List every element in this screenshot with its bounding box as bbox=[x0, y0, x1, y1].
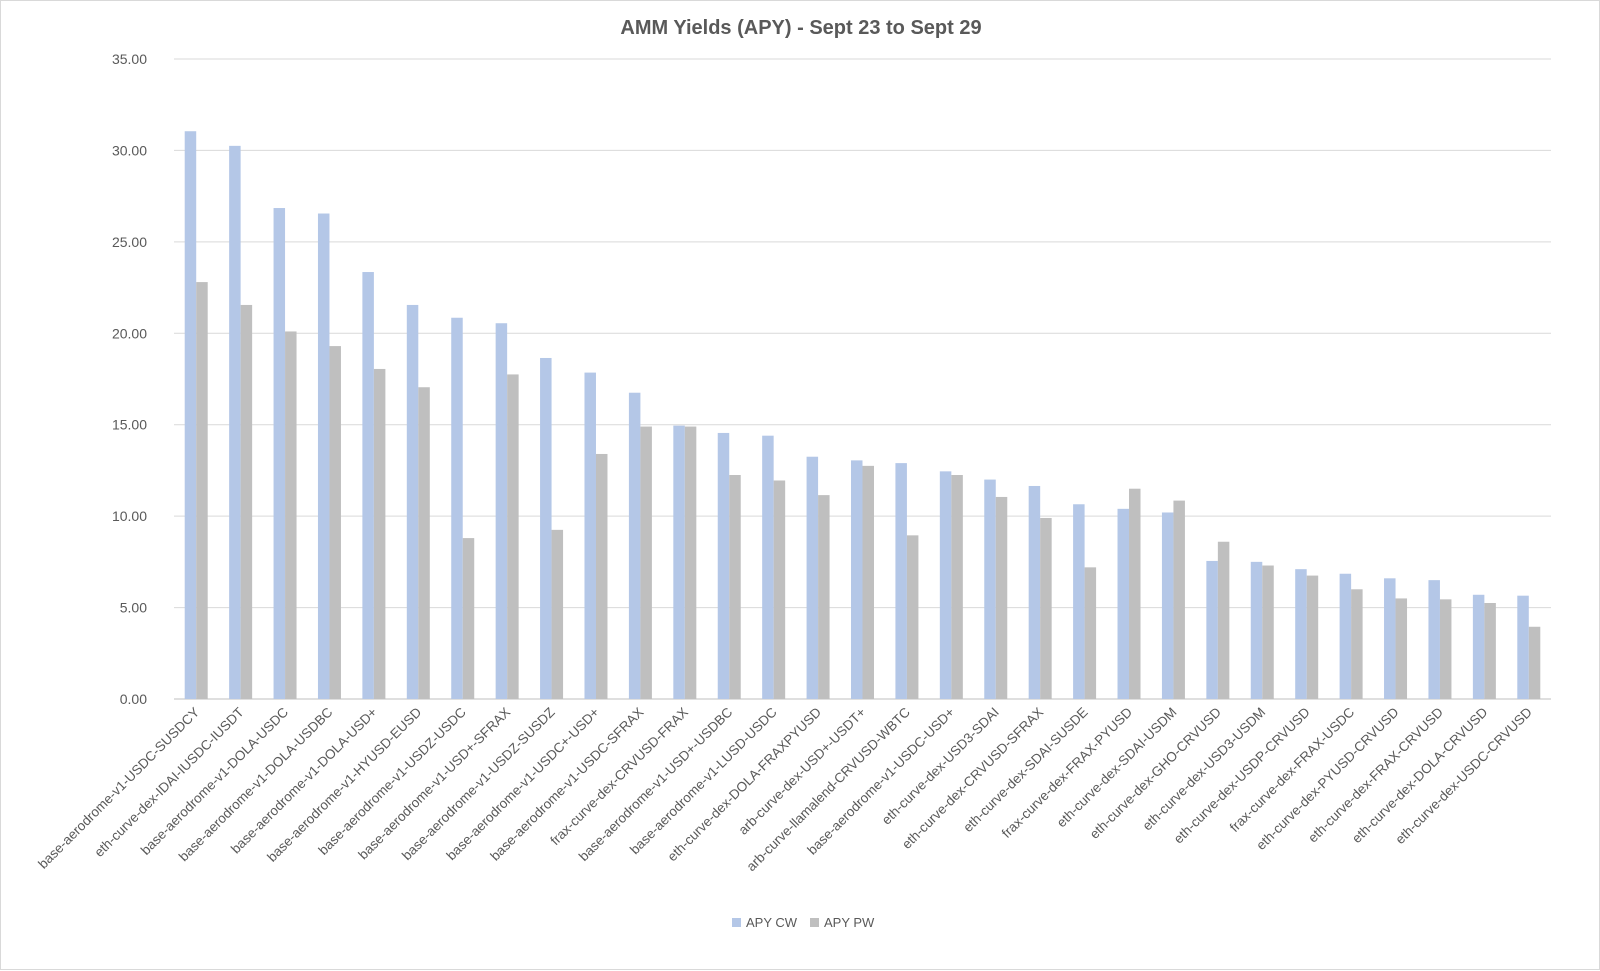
bar-apy-pw bbox=[818, 495, 830, 699]
bar-apy-pw bbox=[1484, 603, 1496, 699]
bar-apy-pw bbox=[551, 529, 564, 699]
bar-apy-pw bbox=[1351, 589, 1363, 699]
y-tick-label: 10.00 bbox=[112, 508, 147, 524]
bar-apy-pw bbox=[462, 538, 475, 699]
y-tick-label: 25.00 bbox=[112, 234, 147, 250]
bar-apy-pw bbox=[329, 346, 341, 699]
bar-apy-pw bbox=[1040, 517, 1052, 699]
bar-apy-pw bbox=[1173, 500, 1185, 699]
bar-apy-cw bbox=[584, 372, 596, 699]
bar-apy-cw bbox=[540, 357, 552, 699]
bar-apy-cw bbox=[984, 479, 996, 699]
bar-apy-pw bbox=[1439, 599, 1452, 699]
bar-apy-pw bbox=[640, 426, 652, 699]
bar-apy-cw bbox=[628, 392, 641, 699]
bar-apy-cw bbox=[673, 425, 685, 699]
bar-apy-pw bbox=[595, 453, 608, 699]
y-tick-label: 0.00 bbox=[120, 691, 147, 707]
bar-apy-pw bbox=[684, 426, 697, 699]
bar-apy-pw bbox=[373, 368, 386, 699]
x-tick-label: base-aerodrome-v1-USDC-SUSDCY bbox=[35, 705, 202, 872]
legend-label: APY PW bbox=[824, 915, 875, 930]
bar-apy-cw bbox=[273, 208, 286, 699]
bar-apy-pw bbox=[1395, 598, 1408, 699]
bar-apy-pw bbox=[1217, 541, 1230, 699]
y-axis-ticks: 0.00 5.00 10.00 15.00 20.00 25.00 30.00 35.00 bbox=[112, 51, 147, 707]
bar-apy-cw bbox=[1384, 578, 1396, 699]
bar-apy-pw bbox=[240, 304, 253, 699]
y-tick-label: 35.00 bbox=[112, 51, 147, 67]
bar-apy-cw bbox=[1295, 569, 1307, 699]
bar-apy-pw bbox=[729, 475, 741, 699]
bar-apy-pw bbox=[1262, 565, 1274, 699]
bar-apy-cw bbox=[1073, 504, 1085, 699]
bar-apy-cw bbox=[406, 304, 419, 699]
bar-apy-cw bbox=[762, 435, 774, 699]
legend-swatch bbox=[810, 918, 819, 927]
bar-apy-pw bbox=[196, 282, 208, 699]
y-tick-label: 30.00 bbox=[112, 142, 147, 158]
bar-apy-cw bbox=[939, 471, 952, 699]
bar-apy-pw bbox=[1129, 488, 1141, 699]
bar-apy-pw bbox=[285, 331, 297, 699]
bar-apy-cw bbox=[451, 317, 463, 699]
y-tick-label: 15.00 bbox=[112, 417, 147, 433]
legend-swatch bbox=[732, 918, 741, 927]
bar-apy-cw bbox=[1472, 594, 1485, 699]
bar-apy-cw bbox=[1161, 512, 1174, 699]
bar-apy-pw bbox=[1084, 567, 1097, 699]
chart-title: AMM Yields (APY) - Sept 23 to Sept 29 bbox=[620, 17, 981, 39]
bar-apy-cw bbox=[806, 456, 819, 699]
legend: APY CW APY PW bbox=[732, 915, 875, 930]
bar-apy-pw bbox=[1528, 626, 1541, 699]
bar-apy-pw bbox=[773, 480, 786, 699]
y-tick-label: 20.00 bbox=[112, 325, 147, 341]
bar-apy-cw bbox=[851, 460, 863, 699]
bars bbox=[184, 131, 1541, 699]
bar-apy-pw bbox=[906, 535, 919, 699]
x-tick-label: arb-curve-llamalend-CRVUSD-WBTC bbox=[743, 704, 913, 874]
bar-apy-cw bbox=[362, 272, 374, 699]
y-tick-label: 5.00 bbox=[120, 600, 147, 616]
bar-apy-cw bbox=[717, 432, 730, 699]
bar-apy-pw bbox=[1306, 575, 1319, 699]
bar-apy-cw bbox=[1028, 485, 1041, 699]
bar-apy-pw bbox=[862, 465, 874, 699]
bar-apy-pw bbox=[418, 387, 430, 699]
x-axis-ticks: base-aerodrome-v1-USDC-SUSDCYeth-curve-d… bbox=[35, 704, 1535, 874]
bar-apy-cw bbox=[1206, 560, 1218, 699]
bar-apy-cw bbox=[184, 131, 197, 699]
bar-apy-cw bbox=[495, 323, 508, 699]
bar-apy-cw bbox=[1428, 580, 1440, 699]
bar-apy-cw bbox=[317, 213, 330, 699]
bar-apy-cw bbox=[229, 145, 241, 699]
bar-apy-cw bbox=[1117, 508, 1130, 699]
bar-apy-pw bbox=[507, 374, 519, 699]
bar-apy-cw bbox=[895, 463, 907, 699]
legend-item: APY CW bbox=[732, 915, 798, 930]
bar-apy-pw bbox=[951, 475, 963, 699]
bar-apy-cw bbox=[1517, 595, 1529, 699]
bar-apy-cw bbox=[1250, 561, 1263, 699]
legend-label: APY CW bbox=[746, 915, 798, 930]
bar-apy-pw bbox=[995, 496, 1008, 699]
legend-item: APY PW bbox=[810, 915, 875, 930]
bar-apy-cw bbox=[1339, 573, 1352, 699]
